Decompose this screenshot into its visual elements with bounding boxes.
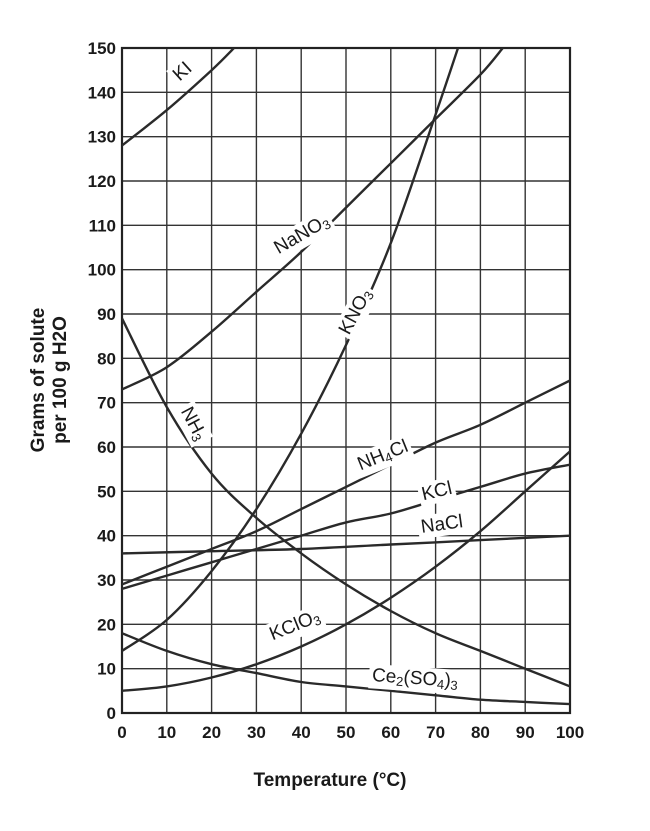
curve-nacl (122, 534, 570, 555)
y-tick-label: 150 (88, 39, 116, 58)
tick-labels: 0 10 20 30 40 50 60 70 80 90 100 110 120 130 140 150 0 10… (88, 39, 585, 742)
curve-ce2-so4-3 (122, 632, 570, 706)
y-tick-label: 50 (97, 482, 116, 501)
y-tick-label: 30 (97, 571, 116, 590)
y-axis-title-line1: Grams of solute (28, 308, 49, 453)
label-nano3: NaNO3 (267, 208, 337, 263)
y-axis-title-line2: per 100 g H2O (50, 316, 71, 444)
label-ce2-so4-3: Ce2(SO4)3 (368, 663, 462, 695)
svg-text:KI: KI (169, 58, 196, 86)
curve-labels: KI NaNO3 KNO3 NH3 NH4Cl KCl NaCl KClO3 Ce2(SO4)3 (166, 55, 468, 695)
y-tick-label: 80 (97, 349, 116, 368)
y-tick-label: 20 (97, 615, 116, 634)
y-tick-label: 0 (107, 704, 116, 723)
curve-nh3 (122, 317, 570, 688)
svg-text:KNO3: KNO3 (335, 285, 378, 338)
label-kno3: KNO3 (332, 282, 380, 342)
x-tick-label: 100 (556, 723, 584, 742)
label-nh3: NH3 (172, 400, 214, 448)
curve-ki (122, 48, 235, 147)
label-ki: KI (166, 55, 200, 89)
x-tick-label: 90 (516, 723, 535, 742)
y-tick-label: 120 (88, 172, 116, 191)
x-tick-label: 80 (471, 723, 490, 742)
label-nacl: NaCl (416, 509, 468, 540)
curve-nh4cl (122, 379, 570, 586)
y-tick-label: 110 (89, 216, 116, 235)
solubility-curves (122, 48, 570, 706)
label-kclo3: KClO3 (263, 603, 327, 649)
x-tick-label: 30 (247, 723, 266, 742)
curve-kno3 (122, 48, 460, 652)
x-tick-label: 0 (117, 723, 126, 742)
y-tick-label: 70 (97, 394, 116, 413)
x-tick-label: 40 (292, 723, 311, 742)
x-tick-label: 20 (202, 723, 221, 742)
y-tick-label: 140 (88, 83, 116, 102)
svg-text:KCl: KCl (420, 478, 455, 505)
label-kcl: KCl (416, 476, 458, 507)
y-tick-label: 10 (97, 660, 116, 679)
y-tick-label: 60 (97, 438, 116, 457)
y-tick-label: 40 (97, 527, 116, 546)
y-tick-label: 90 (97, 305, 116, 324)
y-tick-label: 130 (88, 128, 116, 147)
curve-kcl (122, 463, 570, 591)
x-tick-label: 50 (337, 723, 356, 742)
curve-kclo3 (122, 450, 570, 692)
x-axis-title: Temperature (°C) (254, 770, 407, 791)
y-tick-label: 100 (88, 261, 116, 280)
svg-text:NH4Cl: NH4Cl (354, 436, 411, 477)
label-nh4cl: NH4Cl (351, 433, 415, 479)
x-tick-label: 60 (381, 723, 400, 742)
y-axis-title: Grams of solute per 100 g H2O (28, 308, 71, 453)
x-tick-label: 10 (157, 723, 176, 742)
svg-text:Ce2(SO4)3: Ce2(SO4)3 (371, 665, 458, 693)
x-tick-label: 70 (426, 723, 445, 742)
grid (120, 46, 572, 715)
